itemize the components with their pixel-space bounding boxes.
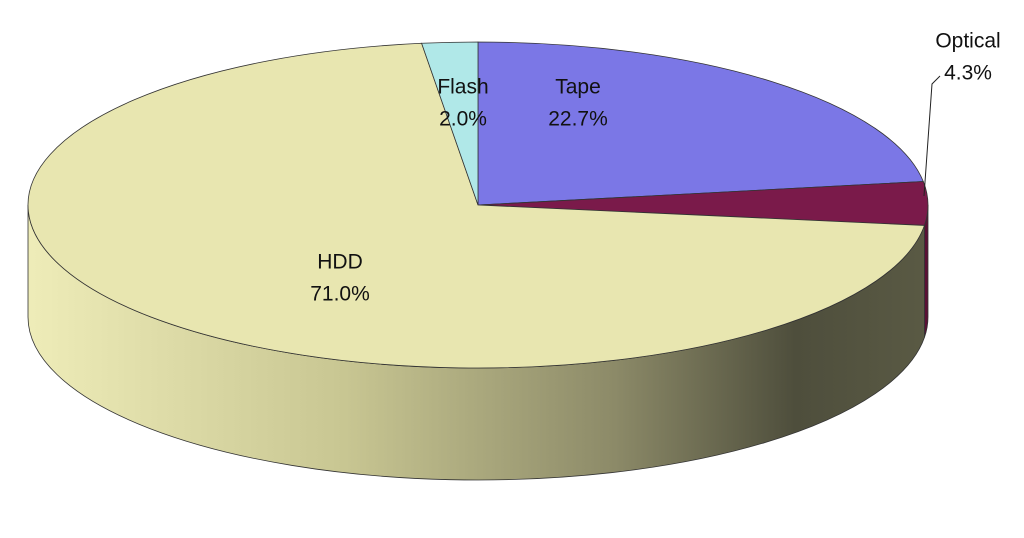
- slice-label: Tape: [555, 76, 601, 99]
- slice-value: 22.7%: [548, 108, 608, 131]
- leader-line: [923, 75, 941, 197]
- slice-value: 4.3%: [944, 62, 992, 85]
- pie-slice: [421, 41, 479, 206]
- pie-slice: [477, 41, 924, 206]
- slice-value: 71.0%: [310, 283, 370, 306]
- pie-slice: [27, 42, 926, 369]
- slice-label: Optical: [935, 30, 1000, 53]
- slice-value: 2.0%: [439, 108, 487, 131]
- slice-label: Flash: [437, 76, 488, 99]
- slice-label: HDD: [317, 251, 363, 274]
